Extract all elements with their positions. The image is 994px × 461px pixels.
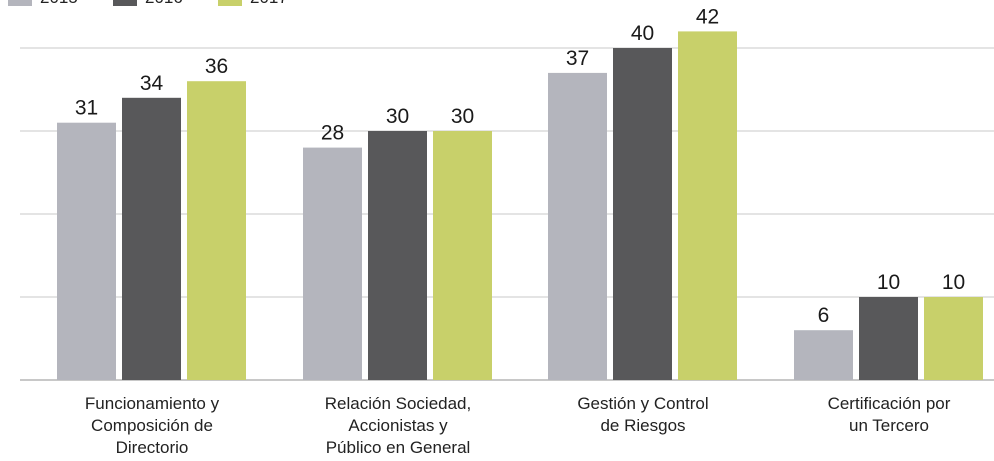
category-label-line: Relación Sociedad, <box>325 394 471 413</box>
bar-value-label: 30 <box>386 105 409 128</box>
bar-2016-cat2 <box>613 48 672 380</box>
bar-value-label: 42 <box>696 5 719 28</box>
category-label-line: Gestión y Control <box>577 394 708 413</box>
bar-value-label: 10 <box>942 271 965 294</box>
bar-2015-cat3 <box>794 330 853 380</box>
bar-2017-cat2 <box>678 31 737 381</box>
category-label-line: Composición de <box>91 416 213 435</box>
bar-value-label: 34 <box>140 72 164 95</box>
bar-value-label: 36 <box>205 55 228 78</box>
bar-value-label: 37 <box>566 47 589 70</box>
legend-swatch-2015 <box>8 0 32 6</box>
category-label-line: de Riesgos <box>600 416 685 435</box>
bar-2017-cat0 <box>187 81 246 380</box>
bar-value-label: 31 <box>75 97 98 120</box>
category-label-line: Certificación por <box>828 394 951 413</box>
legend-label-2017: 2017 <box>250 0 288 7</box>
bar-2017-cat3 <box>924 297 983 380</box>
category-label-line: Público en General <box>326 438 471 457</box>
bar-2015-cat2 <box>548 72 607 381</box>
bar-value-label: 40 <box>631 22 654 45</box>
bar-value-label: 6 <box>818 304 830 327</box>
bar-2017-cat1 <box>433 131 492 380</box>
category-labels: Funcionamiento y Composición de Directorio… <box>85 394 951 457</box>
legend-swatch-2016 <box>113 0 137 6</box>
legend-label-2015: 2015 <box>40 0 78 7</box>
category-label-line: un Tercero <box>849 416 929 435</box>
bar-2015-cat1 <box>303 147 362 380</box>
bar-labels: 31 34 36 28 30 30 37 40 42 6 10 10 <box>75 5 965 327</box>
bars <box>57 31 983 381</box>
bar-value-label: 28 <box>321 122 344 145</box>
category-label-line: Directorio <box>116 438 189 457</box>
bar-2015-cat0 <box>57 122 116 380</box>
bar-2016-cat3 <box>859 297 918 380</box>
bar-2016-cat1 <box>368 131 427 380</box>
category-label-line: Funcionamiento y <box>85 394 220 413</box>
bar-value-label: 30 <box>451 105 474 128</box>
category-label-line: Accionistas y <box>348 416 448 435</box>
legend-label-2016: 2016 <box>145 0 183 7</box>
bar-value-label: 10 <box>877 271 900 294</box>
legend: 2015 2016 2017 <box>8 0 288 7</box>
legend-swatch-2017 <box>218 0 242 6</box>
bar-2016-cat0 <box>122 97 181 381</box>
